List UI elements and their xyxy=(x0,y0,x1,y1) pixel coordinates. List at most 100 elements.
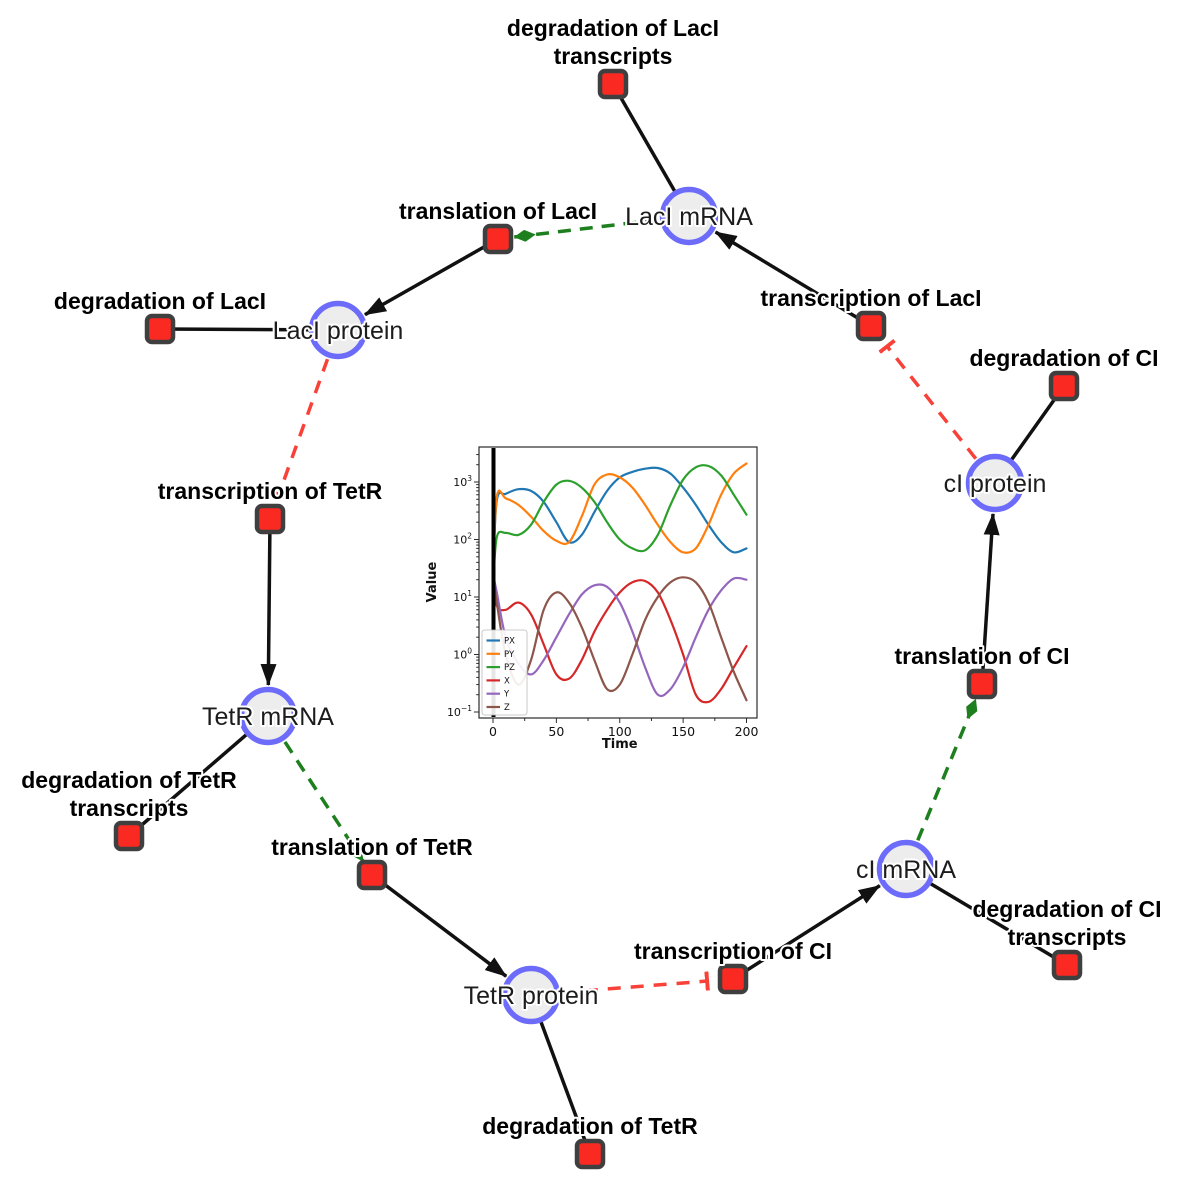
timeseries-plot: 0 50 100 150 20010310210110010−1TimeValuePXP… xyxy=(425,446,759,752)
reaction-label: degradation of LacI xyxy=(507,15,719,41)
edge-modifier-ci-mrna-to-transl-ci xyxy=(916,698,978,841)
edge-consumption-tetr-mrna-to-deg-tetr-tr xyxy=(127,714,270,838)
legend-entry-py: PY xyxy=(504,650,515,660)
reaction-square[interactable] xyxy=(966,668,998,700)
reaction-square[interactable] xyxy=(1051,949,1083,981)
reaction-node-transl-tetr[interactable]: translation of TetR xyxy=(269,832,475,891)
x-tick-label: 100 xyxy=(608,724,632,739)
edge-modifier-tetr-mrna-to-transl-tetr xyxy=(283,740,365,863)
species-node-ci-mrna[interactable]: cI mRNA xyxy=(854,839,958,899)
reaction-node-transc-ci[interactable]: transcription of CI xyxy=(632,936,834,995)
reaction-square[interactable] xyxy=(113,820,145,852)
nodes-layer: degradation of LacItranscriptstranslatio… xyxy=(19,13,1164,1170)
reaction-label: degradation of TetR xyxy=(21,767,237,793)
species-circle[interactable] xyxy=(308,300,368,360)
species-label: LacI mRNA xyxy=(625,203,753,231)
plot-frame xyxy=(478,446,758,719)
reaction-label: transcripts xyxy=(70,795,189,821)
reaction-label: translation of LacI xyxy=(399,198,597,224)
edge-consumption-laci-protein-to-deg-laci xyxy=(159,327,339,332)
reaction-label: degradation of CI xyxy=(972,896,1161,922)
reaction-label: transcription of TetR xyxy=(158,478,383,504)
x-tick-label: 150 xyxy=(671,724,695,739)
plot-legend: PX PY PZ XYZ xyxy=(481,629,528,716)
reaction-node-transl-ci[interactable]: translation of CI xyxy=(892,641,1072,700)
reaction-node-deg-ci[interactable]: degradation of CI xyxy=(967,343,1161,402)
legend-entry-y: Y xyxy=(503,690,510,700)
reaction-label: degradation of TetR xyxy=(482,1113,698,1139)
edge-production-transc-tetr-to-tetr-mrna xyxy=(260,518,277,687)
y-tick-label: 101 xyxy=(453,589,472,604)
species-circle[interactable] xyxy=(659,186,719,246)
series-py-line xyxy=(491,462,748,581)
species-node-tetr-protein[interactable]: TetR protein xyxy=(462,965,600,1025)
edge-production-transl-laci-to-laci-protein xyxy=(364,237,499,317)
x-tick-label: 0 xyxy=(489,724,497,739)
legend-entry-z: Z xyxy=(504,703,510,713)
edge-inhibition-ci-protein-to-transc-laci xyxy=(878,338,978,460)
species-node-laci-protein[interactable]: LacI protein xyxy=(271,300,405,360)
reaction-node-transl-laci[interactable]: translation of LacI xyxy=(397,196,599,255)
reaction-label: transcription of LacI xyxy=(760,285,981,311)
reaction-square[interactable] xyxy=(1048,370,1080,402)
species-label: cI mRNA xyxy=(856,856,956,884)
reaction-square[interactable] xyxy=(356,859,388,891)
x-tick-label: 200 xyxy=(735,724,759,739)
species-node-tetr-mrna[interactable]: TetR mRNA xyxy=(200,686,336,746)
series-pz-line xyxy=(491,464,748,588)
edge-inhibition-tetr-protein-to-transc-ci xyxy=(561,971,710,995)
edge-production-transc-laci-to-laci-mrna xyxy=(714,230,872,328)
reaction-label: transcripts xyxy=(554,43,673,69)
reaction-square[interactable] xyxy=(144,313,176,345)
y-axis-label: Value xyxy=(425,561,440,602)
reaction-node-transc-tetr[interactable]: transcription of TetR xyxy=(156,476,385,535)
reaction-square[interactable] xyxy=(855,310,887,342)
species-circle[interactable] xyxy=(965,453,1025,513)
species-node-laci-mrna[interactable]: LacI mRNA xyxy=(623,186,755,246)
species-circle[interactable] xyxy=(876,839,936,899)
reaction-node-deg-tetr[interactable]: degradation of TetR xyxy=(480,1111,700,1170)
legend-entry-x: X xyxy=(504,676,510,686)
series-x-line xyxy=(491,576,748,704)
y-tick-label: 102 xyxy=(453,532,472,547)
legend-entry-px: PX xyxy=(504,637,515,647)
series-px-line xyxy=(491,466,748,576)
reaction-label: transcripts xyxy=(1008,924,1127,950)
species-node-ci-protein[interactable]: cI protein xyxy=(942,453,1048,513)
reaction-square[interactable] xyxy=(717,963,749,995)
reaction-label: translation of TetR xyxy=(271,834,473,860)
species-label: cI protein xyxy=(944,470,1047,498)
edge-production-transl-ci-to-ci-protein xyxy=(980,512,1000,685)
x-axis-label: Time xyxy=(602,737,638,752)
reaction-square[interactable] xyxy=(482,223,514,255)
species-label: TetR mRNA xyxy=(202,703,334,731)
reaction-label: transcription of CI xyxy=(634,938,832,964)
species-label: TetR protein xyxy=(464,982,599,1010)
y-tick-label: 103 xyxy=(453,474,472,489)
reaction-node-deg-laci[interactable]: degradation of LacI xyxy=(52,286,268,345)
edge-inhibition-laci-protein-to-transc-tetr xyxy=(269,358,330,500)
reaction-square[interactable] xyxy=(574,1138,606,1170)
edge-modifier-laci-mrna-to-transl-laci xyxy=(513,217,659,242)
edge-consumption-ci-mrna-to-deg-ci-tr xyxy=(905,867,1068,967)
reaction-node-transc-laci[interactable]: transcription of LacI xyxy=(758,283,984,342)
y-tick-label: 10−1 xyxy=(447,704,472,719)
edge-production-transc-ci-to-ci-mrna xyxy=(732,884,881,981)
reaction-square[interactable] xyxy=(597,68,629,100)
species-label: LacI protein xyxy=(273,317,404,345)
y-tick-label: 100 xyxy=(453,647,472,662)
edge-production-transl-tetr-to-tetr-protein xyxy=(370,873,508,978)
legend-entry-pz: PZ xyxy=(504,663,515,673)
species-circle[interactable] xyxy=(501,965,561,1025)
x-tick-label: 50 xyxy=(548,724,564,739)
reaction-square[interactable] xyxy=(254,503,286,535)
reaction-label: translation of CI xyxy=(894,643,1069,669)
species-circle[interactable] xyxy=(238,686,298,746)
reaction-label: degradation of LacI xyxy=(54,288,266,314)
reaction-label: degradation of CI xyxy=(969,345,1158,371)
